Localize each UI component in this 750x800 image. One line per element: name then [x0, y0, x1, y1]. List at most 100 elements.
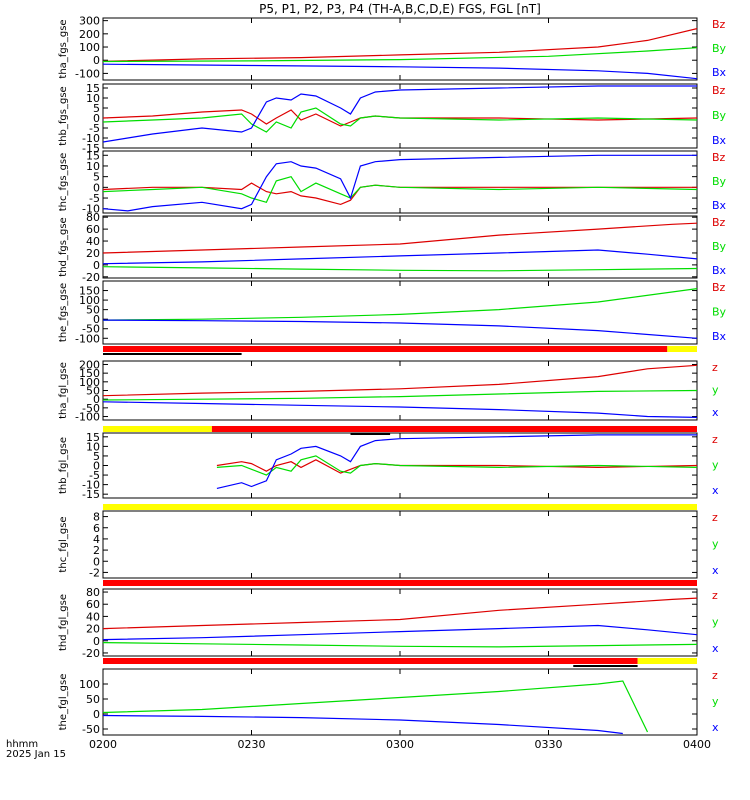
series-Bz [103, 222, 697, 254]
flag-bar [103, 346, 697, 355]
ytick-label: -50 [82, 402, 100, 415]
ytick-label: 200 [79, 358, 100, 371]
panel-frame [102, 215, 698, 279]
legend-entry: x [712, 564, 719, 577]
legend-entry: Bz [712, 18, 726, 31]
ytick-label: -10 [82, 132, 100, 145]
xtick-label: 0400 [683, 738, 711, 751]
panel-frame [102, 83, 698, 149]
ytick-label: 0 [93, 708, 100, 721]
series-Bz [103, 28, 697, 62]
chart-title: P5, P1, P2, P3, P4 (TH-A,B,C,D,E) FGS, F… [259, 2, 541, 16]
series-x [103, 624, 697, 641]
legend-entry: y [712, 384, 719, 397]
legend-entry: By [712, 240, 727, 253]
ytick-label: 150 [79, 367, 100, 380]
ytick-label: 0 [93, 54, 100, 67]
panel-frame [102, 510, 698, 579]
ytick-label: -20 [82, 271, 100, 284]
legend-entry: By [712, 306, 727, 319]
series-y [103, 642, 697, 648]
yaxis-label: tha_fgl_gse [58, 362, 69, 419]
ytick-label: 10 [86, 440, 100, 453]
legend-entry: By [712, 42, 727, 55]
ytick-label: 100 [79, 678, 100, 691]
series-By [103, 107, 697, 133]
ytick-label: -50 [82, 323, 100, 336]
series-By [103, 288, 697, 321]
series-y [103, 389, 697, 401]
ytick-label: 10 [86, 92, 100, 105]
panel-frame [102, 360, 698, 421]
ytick-label: 15 [86, 149, 100, 162]
ytick-label: 40 [86, 235, 100, 248]
legend-entry: Bx [712, 199, 727, 212]
flag-segment [103, 504, 697, 510]
ytick-label: 8 [93, 511, 100, 524]
series-By [103, 266, 697, 272]
legend-entry: x [712, 406, 719, 419]
series-y [216, 455, 697, 476]
ytick-label: 5 [93, 102, 100, 115]
flag-segment [211, 426, 697, 432]
flag-mark [360, 433, 371, 435]
series-z [103, 597, 697, 630]
series-Bz [103, 182, 697, 206]
yaxis-label: thc_fgl_gse [58, 516, 69, 572]
legend-entry: z [712, 589, 718, 602]
series-Bx [103, 319, 697, 339]
ytick-label: -100 [75, 67, 100, 80]
flag-bar [103, 504, 697, 510]
ytick-label: -10 [82, 479, 100, 492]
ytick-label: -5 [89, 192, 100, 205]
yaxis-label: tha_fgs_gse [58, 19, 69, 78]
legend-entry: Bx [712, 134, 727, 147]
ytick-label: -100 [75, 332, 100, 345]
yaxis-label: thd_fgl_gse [58, 594, 69, 651]
ytick-label: -100 [75, 411, 100, 424]
legend-entry: x [712, 484, 719, 497]
ytick-label: 300 [79, 15, 100, 28]
flag-bar [103, 580, 697, 586]
ytick-label: 60 [86, 598, 100, 611]
ytick-label: 200 [79, 28, 100, 41]
xtick-label: 0230 [238, 738, 266, 751]
ytick-label: 10 [86, 160, 100, 173]
ytick-label: 40 [86, 610, 100, 623]
ytick-label: 100 [79, 41, 100, 54]
date-label: 2025 Jan 15 [6, 749, 66, 760]
legend-entry: z [712, 433, 718, 446]
series-Bx [103, 85, 697, 143]
panel-frame [102, 17, 698, 81]
ytick-label: 0 [93, 393, 100, 406]
ytick-label: -5 [89, 469, 100, 482]
yaxis-label: thd_fgs_gse [58, 217, 69, 276]
flag-bar [103, 658, 697, 667]
legend-entry: By [712, 175, 727, 188]
ytick-label: 0 [93, 635, 100, 648]
ytick-label: -15 [82, 142, 100, 155]
flag-segment [103, 346, 668, 352]
ytick-label: -10 [82, 203, 100, 216]
series-Bx [103, 249, 697, 265]
xtick-label: 0330 [535, 738, 563, 751]
flag-segment [637, 658, 697, 664]
yaxis-label: thc_fgs_gse [58, 153, 69, 212]
legend-entry: y [712, 616, 719, 629]
legend-entry: Bz [712, 151, 726, 164]
ytick-label: 0 [93, 112, 100, 125]
ytick-label: 15 [86, 82, 100, 95]
ytick-label: 15 [86, 431, 100, 444]
legend-entry: z [712, 669, 718, 682]
xtick-label: 0300 [386, 738, 414, 751]
xtick-label: 0200 [89, 738, 117, 751]
ytick-label: 0 [93, 313, 100, 326]
ytick-label: 50 [86, 385, 100, 398]
